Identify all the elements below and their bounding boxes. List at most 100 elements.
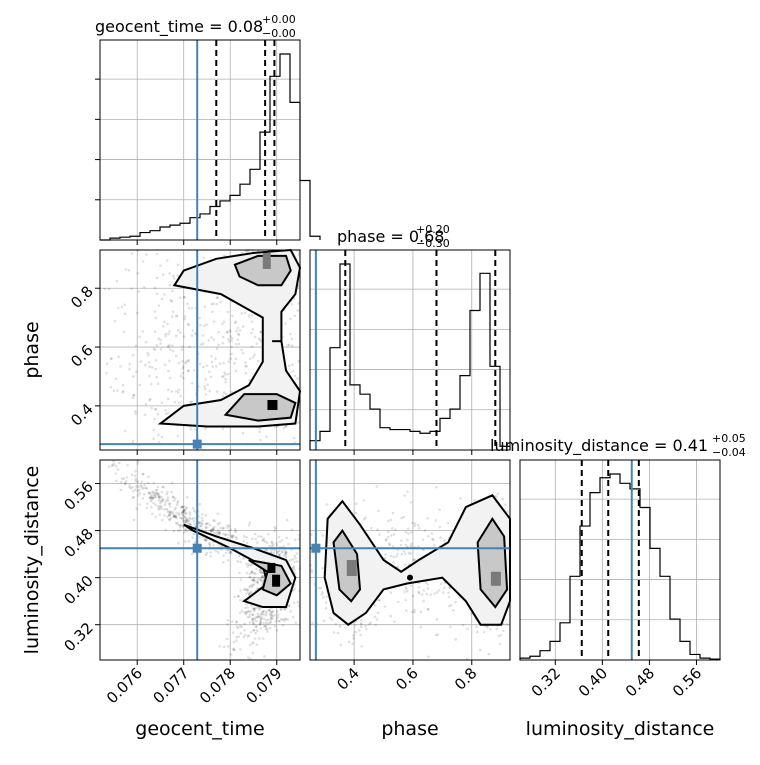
scatter-point [161,273,165,276]
scatter-point [157,495,161,498]
scatter-point [284,552,287,556]
scatter-point [502,622,505,626]
scatter-point [262,613,265,616]
scatter-point [129,487,133,490]
scatter-point [166,499,170,502]
contour-fill-outer [324,495,510,625]
scatter-point [219,526,223,530]
scatter-point [256,541,259,544]
scatter-point [293,588,297,591]
scatter-point [254,631,257,635]
scatter-point [254,537,257,541]
scatter-point [154,495,157,498]
title-geocent-time-sub: −0.00 [262,27,296,40]
scatter-point [182,510,186,514]
scatter-point [191,329,195,332]
scatter-point [229,550,233,554]
scatter-point [261,574,264,578]
x-tick-label: 0.40 [575,664,611,700]
scatter-point [259,627,263,630]
scatter-point [193,522,197,526]
scatter-point [254,625,258,629]
scatter-point [212,544,215,547]
scatter-point [166,322,169,326]
scatter-point [123,482,127,486]
scatter-point [281,618,284,622]
panel-phase-phase [309,249,511,455]
scatter-point [135,370,138,373]
scatter-point [252,628,256,632]
scatter-point [180,516,184,520]
scatter-point [269,617,273,621]
scatter-point [282,426,286,430]
scatter-point [241,325,245,328]
scatter-point [215,302,218,306]
scatter-point [501,497,505,501]
scatter-point [249,576,252,579]
scatter-point [359,633,362,637]
scatter-point [211,365,215,368]
scatter-point [209,529,213,532]
scatter-point [251,583,254,587]
scatter-point [155,276,159,280]
scatter-point [212,302,215,305]
scatter-point [206,383,209,386]
scatter-point [215,347,219,351]
scatter-point [413,522,417,525]
scatter-point [236,594,240,598]
scatter-point [294,556,298,560]
scatter-point [213,531,216,535]
scatter-point [261,575,264,579]
scatter-point [259,607,263,610]
scatter-point [359,625,363,629]
scatter-point [221,527,225,530]
scatter-point [136,462,140,465]
scatter-point [248,643,252,647]
scatter-point [254,607,258,610]
scatter-point [336,631,340,635]
scatter-point [167,502,171,506]
scatter-point [164,332,168,336]
scatter-point [291,363,294,367]
scatter-point [254,616,257,620]
scatter-point [226,645,230,648]
scatter-point [185,517,189,520]
scatter-point [260,571,263,574]
scatter-point [155,343,159,347]
scatter-point [204,513,208,517]
scatter-point [158,513,162,516]
scatter-point [230,339,234,342]
scatter-point [244,610,247,614]
scatter-point [405,588,408,591]
scatter-point [321,591,324,594]
scatter-point [112,389,116,392]
scatter-point [160,495,163,499]
scatter-point [226,330,229,334]
scatter-point [179,374,183,378]
scatter-point [198,502,202,506]
scatter-point [151,490,155,493]
scatter-point [406,590,409,593]
scatter-point [123,303,127,307]
scatter-point [156,493,160,497]
scatter-point [142,492,146,496]
scatter-point [246,610,250,613]
scatter-point [442,586,446,590]
scatter-point [153,495,156,499]
scatter-point [253,335,257,339]
scatter-point [233,321,237,325]
scatter-point [135,311,139,315]
title-phase-sub: −0.30 [416,237,450,250]
scatter-point [244,588,247,592]
scatter-point [149,397,152,401]
scatter-point [189,522,192,526]
scatter-point [276,615,279,619]
scatter-point [377,598,381,602]
scatter-point [404,598,407,602]
contour-island [407,574,413,581]
scatter-point [201,334,205,337]
scatter-point [176,328,180,332]
scatter-point [325,595,329,599]
scatter-point [216,551,220,554]
scatter-point [295,552,299,555]
